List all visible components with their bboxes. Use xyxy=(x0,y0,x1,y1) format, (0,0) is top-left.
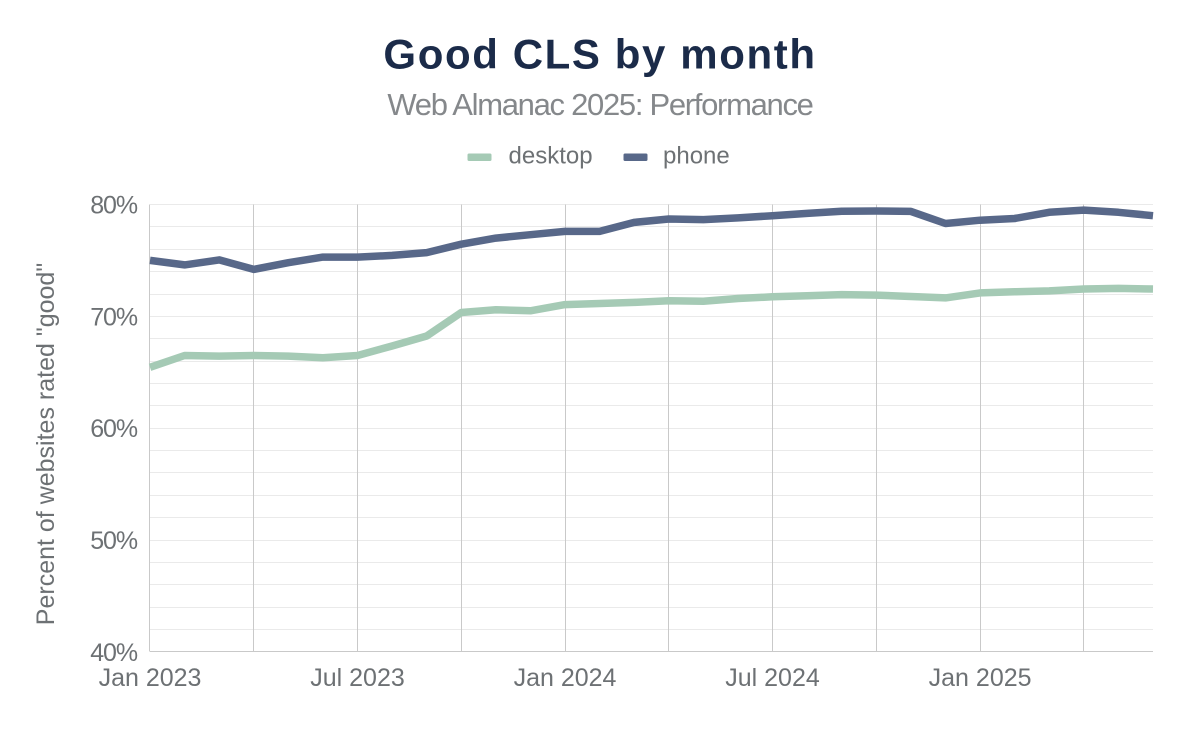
svg-text:Jul 2024: Jul 2024 xyxy=(725,664,820,692)
svg-text:60%: 60% xyxy=(90,415,138,443)
svg-text:Jan 2023: Jan 2023 xyxy=(99,664,202,692)
svg-text:desktop: desktop xyxy=(509,143,593,170)
svg-text:Jan 2024: Jan 2024 xyxy=(514,664,617,692)
svg-text:80%: 80% xyxy=(90,192,138,220)
svg-text:40%: 40% xyxy=(90,639,138,667)
svg-text:Good CLS by month: Good CLS by month xyxy=(383,31,816,78)
svg-text:50%: 50% xyxy=(90,527,138,555)
svg-text:phone: phone xyxy=(663,143,730,170)
svg-text:Jan 2025: Jan 2025 xyxy=(929,664,1032,692)
svg-text:70%: 70% xyxy=(90,303,138,331)
svg-text:Jul 2023: Jul 2023 xyxy=(310,664,405,692)
svg-text:Web Almanac 2025: Performance: Web Almanac 2025: Performance xyxy=(387,87,812,122)
svg-text:Percent of websites rated "goo: Percent of websites rated "good" xyxy=(32,263,60,625)
